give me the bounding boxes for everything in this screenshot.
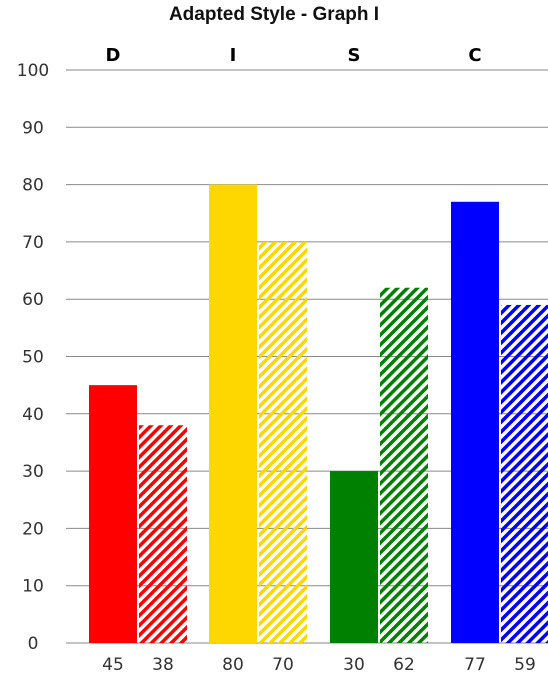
bar-d-solid: [89, 385, 137, 643]
category-label: C: [468, 45, 481, 66]
y-tick-label: 30: [22, 462, 44, 482]
bar-i-hatched: [259, 241, 307, 643]
category-label: D: [106, 45, 121, 66]
bar-s-solid: [330, 471, 378, 643]
bar-value-label: 30: [343, 655, 365, 675]
y-tick-label: 100: [17, 61, 49, 81]
y-tick-label: 80: [22, 176, 44, 196]
y-tick-label: 0: [28, 634, 39, 654]
bar-value-label: 59: [514, 655, 536, 675]
bar-value-label: 70: [272, 655, 294, 675]
bar-value-label: 62: [393, 655, 415, 675]
bar-value-label: 77: [464, 655, 486, 675]
y-tick-label: 20: [22, 519, 44, 539]
bar-c-hatched: [501, 304, 548, 643]
bar-i-solid: [209, 184, 257, 643]
bar-c-solid: [451, 201, 499, 644]
bar-d-hatched: [139, 425, 187, 643]
y-tick-label: 90: [22, 118, 44, 138]
bar-value-label: 45: [102, 655, 124, 675]
y-tick-label: 60: [22, 290, 44, 310]
y-tick-label: 50: [22, 348, 44, 368]
category-label: S: [348, 45, 361, 66]
y-tick-label: 10: [22, 577, 44, 597]
bar-value-label: 38: [152, 655, 174, 675]
category-label: I: [230, 45, 237, 66]
bar-s-hatched: [380, 287, 428, 643]
y-tick-label: 40: [22, 405, 44, 425]
chart-title: Adapted Style - Graph I: [168, 4, 380, 25]
bar-value-label: 80: [222, 655, 244, 675]
y-tick-label: 70: [22, 233, 44, 253]
